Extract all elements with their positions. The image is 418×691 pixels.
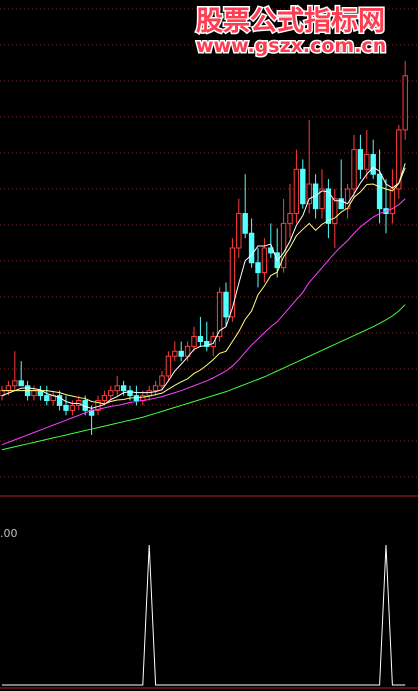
candle-body <box>229 247 236 318</box>
candle-body <box>108 390 114 397</box>
moving-average <box>1 304 406 451</box>
candle-body <box>210 336 216 347</box>
candle-body <box>376 173 383 210</box>
candle-body <box>165 355 172 377</box>
candle-body <box>69 404 76 411</box>
candle-body <box>44 395 50 402</box>
candle-body <box>351 149 357 190</box>
candle-body <box>120 385 127 392</box>
watermark-title: 股票公式指标网 <box>196 6 385 37</box>
candle-body <box>56 395 63 406</box>
candle-body <box>152 385 159 392</box>
moving-average <box>1 163 406 409</box>
indicator-label: .00 <box>0 527 18 540</box>
candle-body <box>204 340 210 347</box>
candle-body <box>101 395 108 402</box>
moving-average <box>2 167 406 405</box>
candle-body <box>236 213 242 249</box>
candle-body <box>261 247 268 274</box>
candle-body <box>191 336 197 347</box>
candle-body <box>216 291 223 338</box>
candle-body <box>319 188 325 210</box>
candle-body <box>287 213 293 224</box>
candle-body <box>178 350 184 357</box>
candle-body <box>197 336 204 342</box>
candle-body <box>248 232 255 264</box>
candle-body <box>364 154 370 170</box>
candle-body <box>114 385 120 392</box>
candle-body <box>280 222 287 269</box>
candle-body <box>370 154 376 175</box>
indicator-line <box>2 544 406 686</box>
candle-body <box>325 188 332 224</box>
candle-body <box>18 380 24 387</box>
candle-body <box>5 385 12 392</box>
candle-body <box>396 129 402 190</box>
candle-body <box>306 183 312 205</box>
candle-body <box>12 380 18 387</box>
candle-body <box>31 390 37 397</box>
candle-body <box>63 404 69 411</box>
candle-body <box>300 168 306 205</box>
candle-body <box>127 390 133 397</box>
watermark-url: www.gszx.com.cn <box>196 35 386 57</box>
candle-body <box>338 198 344 210</box>
candle-body <box>402 75 408 131</box>
candle-body <box>37 390 44 397</box>
candle-body <box>223 291 229 318</box>
candle-body <box>255 262 261 274</box>
candle-body <box>159 375 165 387</box>
candle-body <box>389 188 396 215</box>
candle-body <box>293 168 300 215</box>
candle-body <box>184 345 191 357</box>
candle-body <box>332 198 338 224</box>
candle-body <box>242 213 248 234</box>
grid <box>0 8 418 478</box>
moving-average <box>1 198 406 446</box>
candle-body <box>172 350 178 357</box>
candle-body <box>357 149 364 170</box>
